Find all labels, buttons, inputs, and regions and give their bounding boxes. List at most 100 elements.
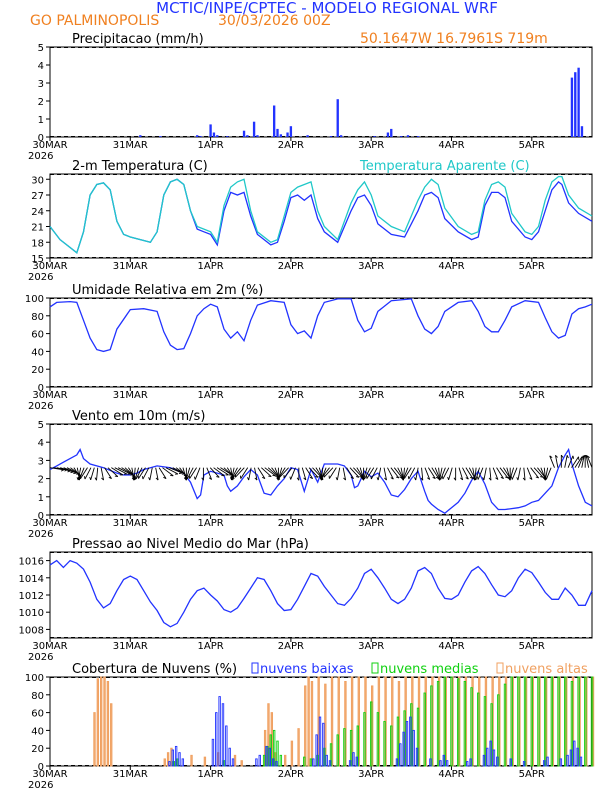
cloud-bar-nuvens-baixas (415, 747, 419, 767)
panel-1: 15 18 21 24 27 30 30MAR 31MAR 1APR 2APR 3APR 4APR 5A… (28, 159, 593, 283)
x-tick-label: 4APR (438, 140, 464, 151)
cloud-bar-nuvens-altas (96, 678, 100, 767)
panel-frame (49, 297, 593, 388)
cloud-bar-nuvens-altas (310, 681, 314, 767)
cloud-bar-nuvens-baixas (225, 725, 228, 767)
cloud-bar-nuvens-baixas (268, 747, 271, 767)
wind-barb-head (361, 476, 364, 480)
series-line-0 (49, 178, 593, 254)
wind-barb-head (335, 477, 338, 481)
series-line-0 (49, 447, 593, 514)
wind-barb-head (133, 476, 136, 480)
wind-barb (577, 455, 584, 468)
year-label: 2026 (28, 151, 53, 162)
location-label: GO PALMINOPOLIS (30, 13, 159, 29)
cloud-bar-nuvens-medias (262, 754, 266, 767)
wind-barb-head (560, 454, 564, 458)
wind-barb (427, 467, 436, 479)
wind-barb (312, 467, 322, 478)
wind-barb-head (309, 476, 313, 479)
precip-bar (212, 132, 216, 137)
legend-swatch (251, 662, 259, 674)
wind-barb-head (516, 477, 519, 481)
wind-barb (574, 456, 583, 468)
x-tick-label: 3APR (358, 769, 384, 780)
wind-barb-head (586, 455, 590, 458)
x-tick-label: 30MAR (32, 140, 67, 151)
y-tick-label: 3 (38, 456, 44, 467)
cloud-bar-nuvens-altas (304, 685, 307, 767)
wind-barb (279, 467, 289, 478)
wind-barb-head (216, 476, 220, 478)
wind-barb-head (476, 476, 479, 480)
wind-barb (530, 467, 540, 479)
wind-barb-head (89, 476, 92, 480)
cloud-bar-nuvens-medias (503, 683, 507, 767)
x-tick-label: 1APR (197, 518, 223, 529)
y-tick-label: 0 (38, 762, 44, 773)
precip-bar (574, 72, 577, 137)
cloud-bar-nuvens-baixas (496, 756, 499, 767)
panel-title: Umidade Relativa em 2m (%) (72, 283, 263, 298)
y-tick-label: 24 (31, 207, 44, 218)
cloud-bar-nuvens-altas (240, 760, 243, 767)
wind-barb (499, 467, 509, 479)
precip-bar (216, 135, 219, 137)
x-tick-label: 30MAR (32, 641, 67, 652)
y-tick-label: 1010 (19, 608, 44, 619)
cloud-bar-nuvens-altas (106, 681, 110, 767)
wind-barb (364, 467, 371, 480)
panel-title: Pressao ao Nivel Medio do Mar (hPa) (72, 537, 309, 552)
cloud-bar-nuvens-baixas (445, 760, 449, 767)
wind-barb-head (229, 477, 233, 481)
wind-barb-head (482, 477, 485, 481)
cloud-bar-nuvens-baixas (178, 752, 181, 767)
cloud-bar-nuvens-baixas (469, 758, 472, 767)
wind-barb (301, 467, 307, 480)
cloud-bar-nuvens-baixas (439, 760, 442, 767)
precip-bar (286, 132, 289, 137)
panel-2: 0 20 40 60 80 100 30MAR 31MAR 1APR 2APR 3APR 4APR 5A… (25, 283, 593, 412)
cloud-bar-nuvens-baixas (399, 743, 402, 767)
x-tick-label: 3APR (358, 641, 384, 652)
cloud-bar-nuvens-baixas (275, 761, 278, 767)
wind-barb-head (184, 476, 187, 480)
precip-bar (252, 121, 256, 137)
precip-bar (289, 126, 293, 137)
cloud-bar-nuvens-baixas (492, 749, 496, 767)
wind-barb-head (549, 455, 553, 458)
wind-barb-head (395, 476, 400, 479)
y-tick-label: 4 (38, 438, 44, 449)
wind-barb (462, 467, 469, 480)
wind-barb-head (555, 454, 558, 458)
wind-barb (149, 467, 153, 481)
y-tick-label: 100 (25, 673, 44, 684)
precip-bar (373, 136, 376, 137)
year-label: 2026 (28, 652, 53, 663)
y-tick-label: 2 (38, 475, 44, 486)
wind-barb (567, 455, 574, 468)
x-tick-label: 1APR (197, 261, 223, 272)
cloud-bar-nuvens-medias (530, 676, 533, 767)
y-tick-label: 1008 (19, 625, 44, 636)
cloud-bar-nuvens-baixas (542, 760, 546, 767)
x-tick-label: 30MAR (32, 518, 67, 529)
wind-barb (290, 467, 296, 480)
wind-barb (377, 467, 382, 481)
y-tick-label: 1016 (19, 557, 44, 568)
wind-barb (403, 467, 412, 479)
x-tick-label: 5APR (519, 769, 545, 780)
cloud-bar-nuvens-medias (336, 734, 339, 767)
wind-barb (158, 467, 167, 479)
wind-barb (349, 467, 360, 478)
x-tick-label: 1APR (197, 390, 223, 401)
wind-barb-head (320, 476, 322, 480)
wind-barb (261, 467, 272, 477)
wind-barb (475, 467, 480, 480)
wind-barb (509, 467, 515, 480)
cloud-bar-nuvens-baixas (466, 761, 469, 767)
precip-bar (242, 130, 246, 137)
wind-barb-head (465, 477, 469, 480)
wind-barb-head (495, 477, 499, 480)
wind-barb-head (343, 477, 346, 481)
